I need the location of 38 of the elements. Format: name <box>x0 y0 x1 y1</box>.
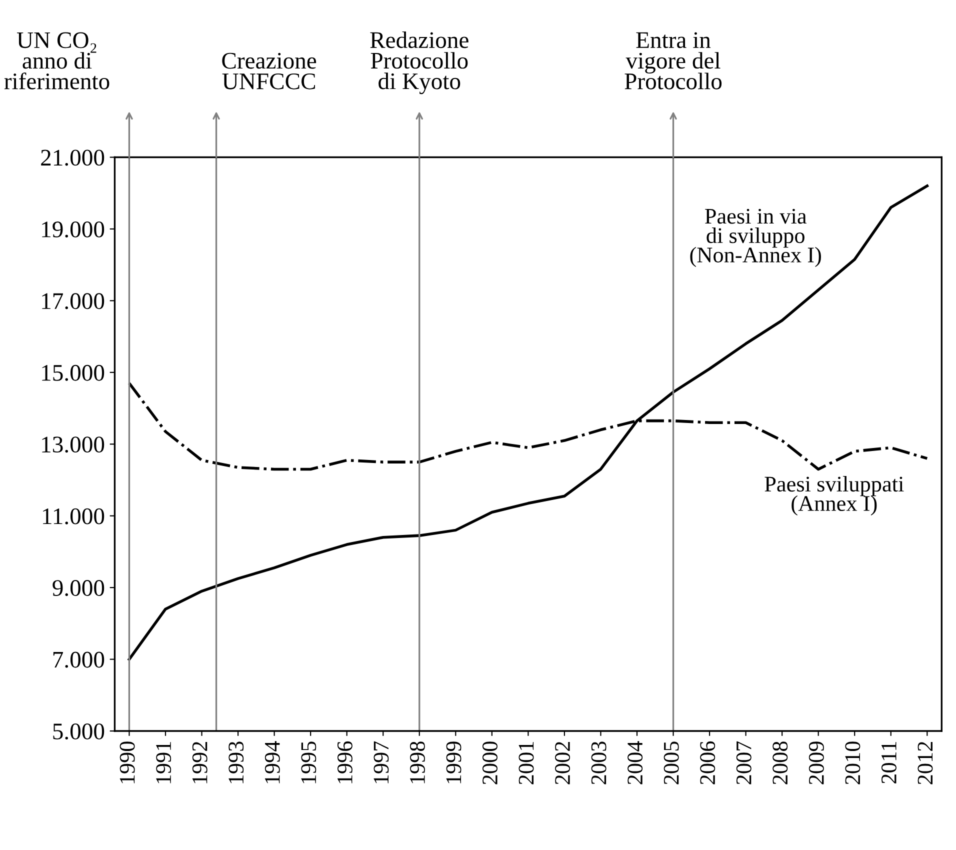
y-tick-label: 13.000 <box>42 436 104 453</box>
x-tick-label: 2006 <box>700 741 716 784</box>
y-tick-label: 7.000 <box>53 652 104 668</box>
x-tick-label: 2012 <box>918 742 933 784</box>
x-tick-label: 1999 <box>446 742 462 784</box>
series-label: Paesi in via di sviluppo (Non-Annex I) <box>690 208 821 268</box>
x-tick-label: 2007 <box>736 741 752 784</box>
y-tick-label: 19.000 <box>42 221 104 238</box>
y-tick-label: 9.000 <box>52 580 104 596</box>
ref-line-label: Redazione Protocollo di Kyoto <box>370 31 468 94</box>
y-tick-label: 21.000 <box>41 150 104 166</box>
x-tick-label: 2011 <box>881 742 896 784</box>
series-label: Paesi sviluppati (Annex I) <box>764 476 904 516</box>
x-tick-label: 1991 <box>156 742 172 784</box>
x-tick-label: 2005 <box>664 742 679 784</box>
x-tick-label: 2008 <box>772 742 788 784</box>
x-tick-label: 1994 <box>264 741 280 784</box>
x-tick-label: 1998 <box>410 742 425 784</box>
x-tick-label: 1990 <box>120 742 135 784</box>
ref-line-label: UN CO₂ anno di riferimento <box>4 32 110 90</box>
y-tick-label: 15.000 <box>42 364 104 381</box>
ref-line-label: Entra in vigore del Protocollo <box>624 32 722 90</box>
x-tick-label: 2003 <box>591 742 606 784</box>
x-tick-label: 2001 <box>518 742 534 784</box>
y-tick-label: 11.000 <box>43 508 104 524</box>
x-tick-label: 2002 <box>555 742 570 784</box>
y-tick-label: 5.000 <box>53 723 104 740</box>
x-tick-label: 2000 <box>482 742 498 784</box>
x-tick-label: 1993 <box>228 742 244 784</box>
x-tick-label: 1995 <box>301 742 316 784</box>
x-tick-label: 2010 <box>845 742 860 784</box>
y-tick-label: 17.000 <box>42 293 104 310</box>
ref-line-label: Creazione UNFCCC <box>222 52 316 90</box>
x-tick-label: 2009 <box>808 742 824 784</box>
x-tick-label: 1992 <box>192 742 208 784</box>
x-tick-label: 2004 <box>628 741 643 784</box>
x-tick-label: 1996 <box>337 741 352 784</box>
x-tick-label: 1997 <box>374 741 389 784</box>
